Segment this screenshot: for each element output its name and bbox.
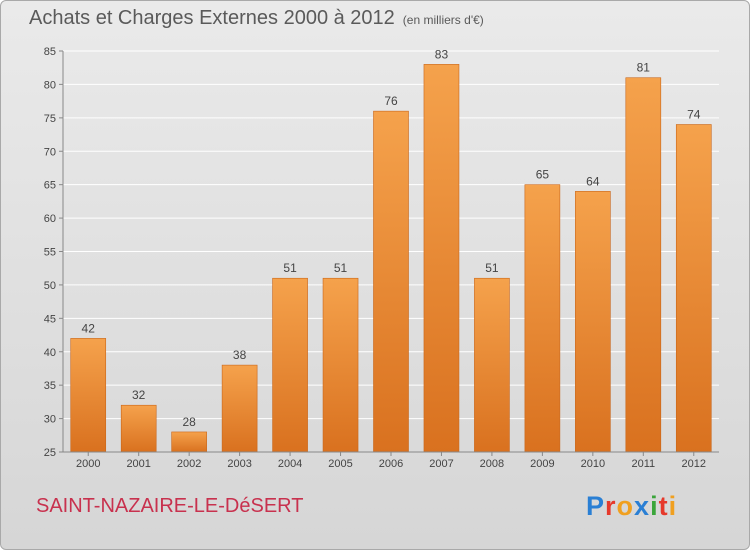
data-label-2008: 51 [485,261,499,275]
data-labels: 42 32 28 38 51 51 76 83 51 65 64 81 74 [82,47,701,429]
y-tick-label: 50 [44,280,56,292]
logo-letter: o [616,491,635,521]
data-label-2009: 65 [536,168,550,182]
y-tick-label: 25 [44,447,56,459]
data-label-2002: 28 [182,415,196,429]
y-tick-label: 85 [44,46,56,58]
y-tick-label: 70 [44,146,56,158]
x-tick-label-2005: 2005 [328,458,352,470]
chart-title: Achats et Charges Externes 2000 à 2012 (e… [29,7,484,30]
y-tick-label: 65 [44,180,56,192]
logo-letter: i [668,491,678,521]
bar-2002 [171,431,207,453]
x-tick-label-2000: 2000 [76,458,100,470]
logo-letter: t [658,491,669,521]
y-tick-label: 75 [44,113,56,125]
data-label-2004: 51 [283,261,297,275]
bar-2008 [474,277,510,453]
proxiti-logo: Proxiti [586,491,677,522]
x-tick-label-2004: 2004 [278,458,302,470]
bar-2005 [322,277,359,453]
y-tick-label: 30 [44,414,56,426]
bar-2010 [575,191,611,453]
x-tick-label-2011: 2011 [631,458,655,470]
y-tick-label: 35 [44,380,56,392]
x-tick-label-2009: 2009 [530,458,554,470]
x-tick-label-2003: 2003 [227,458,251,470]
bar-2000 [70,338,107,453]
data-label-2001: 32 [132,388,146,402]
x-tick-label-2008: 2008 [480,458,504,470]
bar-2009 [524,184,561,453]
bar-2001 [120,404,157,453]
data-label-2000: 42 [82,321,96,335]
x-tick-label-2001: 2001 [126,458,150,470]
bar-2011 [625,77,662,453]
logo-letter: P [586,491,606,521]
y-tick-label: 55 [44,247,56,259]
data-label-2007: 83 [435,47,449,61]
logo-letter: r [605,491,617,521]
logo-letter: i [650,491,659,521]
x-axis-ticks: 2000 2001 2002 2003 2004 2005 2006 2007 2008 2009… [76,452,706,470]
y-tick-label: 45 [44,313,56,325]
x-tick-label-2006: 2006 [379,458,403,470]
chart-title-text: Achats et Charges Externes 2000 à 2012 [29,7,395,29]
data-label-2012: 74 [687,108,701,122]
bar-2012 [675,124,712,453]
bars [70,64,712,453]
x-tick-label-2010: 2010 [581,458,605,470]
y-tick-label: 80 [44,79,56,91]
chart-unit: (en milliers d'€) [402,13,484,27]
y-tick-label: 60 [44,213,56,225]
x-tick-label-2012: 2012 [682,458,706,470]
bar-2007 [423,64,460,453]
data-label-2005: 51 [334,261,348,275]
x-tick-label-2007: 2007 [429,458,453,470]
x-tick-label-2002: 2002 [177,458,201,470]
data-label-2011: 81 [637,61,651,75]
bar-2006 [373,110,409,453]
logo-letter: x [634,491,651,521]
y-axis-ticks: 25 30 35 40 45 50 55 60 65 70 75 80 85 [44,46,719,459]
y-tick-label: 40 [44,347,56,359]
data-label-2006: 76 [384,94,398,108]
bar-2003 [221,364,258,453]
data-label-2010: 64 [586,174,600,188]
place-name: SAINT-NAZAIRE-LE-DéSERT [36,495,304,517]
data-label-2003: 38 [233,348,247,362]
bar-2004 [272,277,308,453]
